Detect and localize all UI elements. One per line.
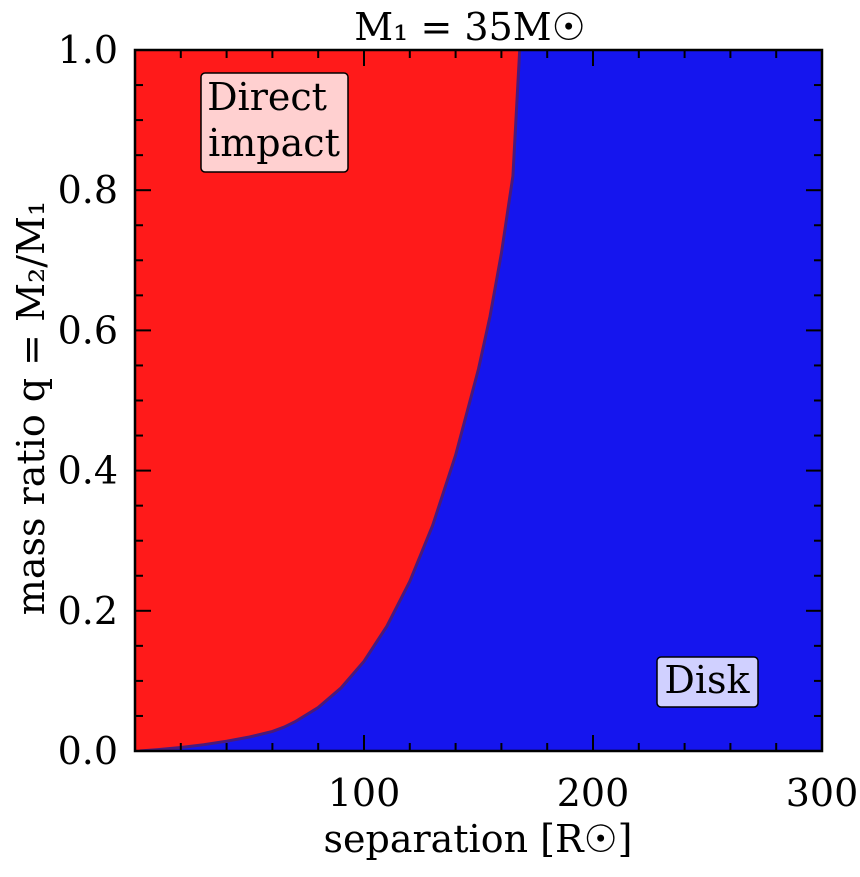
y-tick-label: 0.0 (58, 729, 118, 773)
plot-frame (133, 48, 824, 753)
annotation-direct-impact-line-1: Direct (207, 75, 327, 119)
chart-title: M₁ = 35M☉ (354, 5, 585, 49)
annotation-direct-impact-line-2: impact (208, 121, 340, 165)
y-axis-label: mass ratio q = M₂/M₁ (9, 201, 53, 615)
y-tick-label: 1.0 (58, 28, 118, 72)
annotation-direct-impact: Direct impact (200, 72, 349, 173)
y-tick-label: 0.2 (58, 589, 118, 633)
boundary-curve (139, 50, 522, 751)
x-tick-label: 300 (786, 771, 859, 815)
x-axis-label: separation [R☉] (324, 817, 633, 861)
annotation-disk-box (656, 656, 759, 708)
x-tick-label: 200 (557, 771, 630, 815)
y-tick-label: 0.8 (58, 168, 118, 212)
plot-area (135, 50, 822, 751)
direct-impact-region (135, 50, 520, 751)
y-tick-label: 0.4 (58, 449, 118, 493)
annotation-disk: Disk (656, 656, 759, 708)
annotation-disk-label: Disk (664, 658, 750, 702)
tick-labels: 100 200 300 0.0 0.2 0.4 0.6 0.8 1.0 (58, 28, 859, 815)
x-tick-label: 100 (328, 771, 401, 815)
annotation-direct-impact-box (200, 72, 349, 173)
y-tick-label: 0.6 (58, 308, 118, 352)
